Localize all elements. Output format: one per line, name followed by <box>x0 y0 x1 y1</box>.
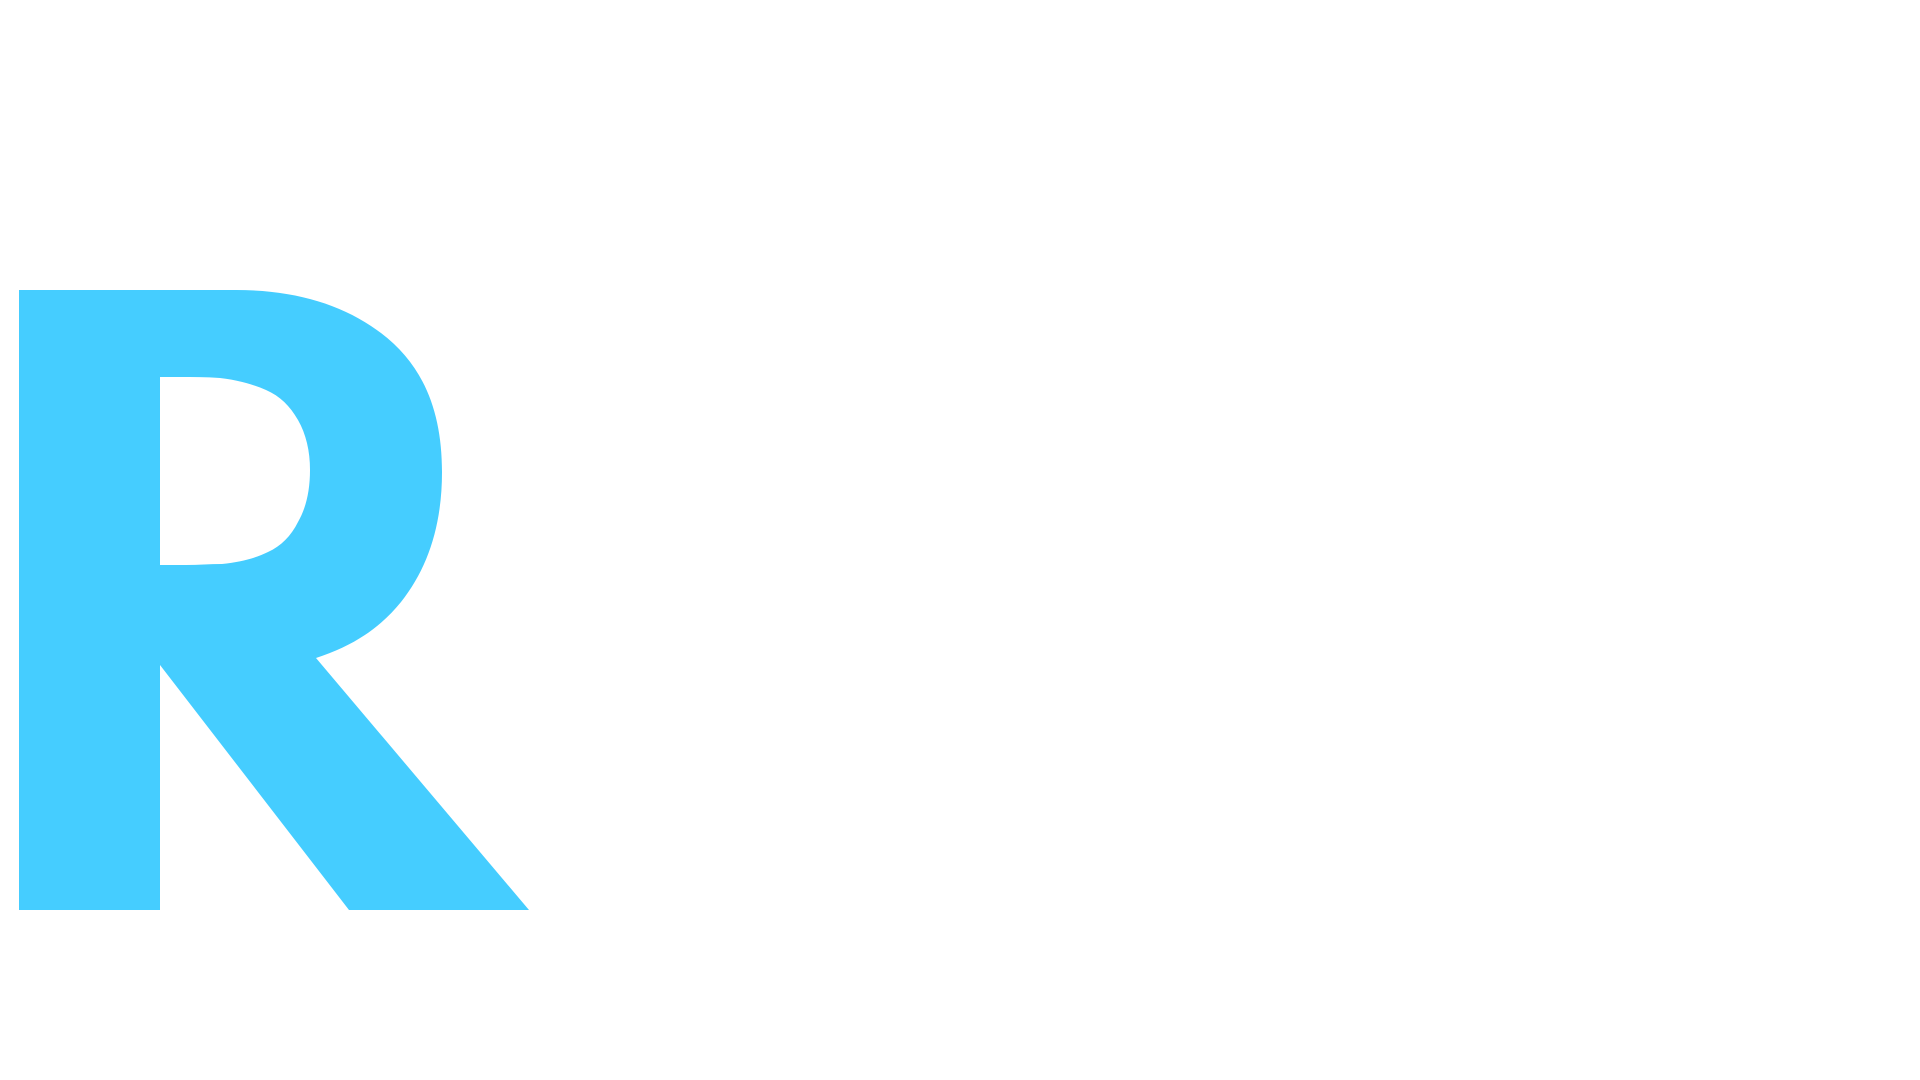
letter-r-glyph <box>19 290 529 910</box>
